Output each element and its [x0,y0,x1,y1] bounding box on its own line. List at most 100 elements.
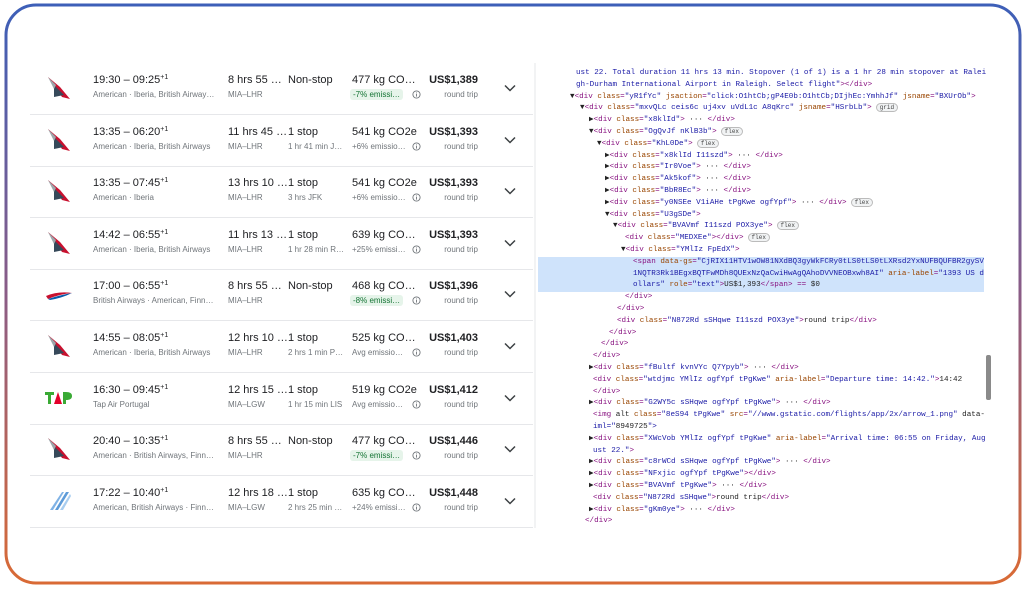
layout-badge[interactable]: flex [850,197,873,207]
expand-chevron[interactable] [503,391,517,405]
code-line[interactable]: ▶<div class="y0NSEe V1iAHe tPgKwe ogfYpf… [605,197,873,209]
code-line[interactable]: <div class="wtdjmc YMlIz ogfYpf tPgKwe" … [593,375,962,386]
airline-logo [46,292,72,301]
expand-chevron[interactable] [503,494,517,508]
code-line[interactable]: ▶<div class="Ak5kof"> ··· </div> [605,174,751,185]
code-text: iml="8949725"> [593,423,657,431]
code-text: </div> [609,328,637,337]
info-icon[interactable] [412,142,421,151]
info-icon[interactable] [412,503,421,512]
info-icon[interactable] [412,348,421,357]
code-line[interactable]: ▶<div class="BbR8Ec"> ··· </div> [605,186,751,197]
selected-node-highlight [538,257,984,292]
expand-chevron[interactable] [503,133,517,147]
stop-detail: 2 hrs 25 min … [288,502,343,512]
expand-chevron[interactable] [503,81,517,95]
code-line[interactable]: ▶<div class="fBultf kvnVYc Q7Ypyb"> ··· … [589,363,799,374]
code-line[interactable]: iml="8949725"> [593,422,657,433]
code-line[interactable]: <span data-gs="CjRIX11HTV1wOW81NXdBQ3gyW… [633,257,984,268]
code-text: ▶<div class="NFxjic ogfYpf tPgKwe"></div… [589,470,776,479]
code-line[interactable]: ▶<div class="BVAVmf tPgKwe"> ··· </div> [589,481,767,492]
layout-badge[interactable]: flex [747,233,770,243]
code-line[interactable]: ▶<div class="G2WY5c sSHqwe ogfYpf tPgKwe… [589,398,831,409]
emissions: 477 kg CO… [352,74,416,86]
code-line[interactable]: ollars" role="text">US$1,393</span> == $… [633,280,820,291]
flight-row[interactable]: 14:42 – 06:55+1 American · Iberia, Britis… [30,218,533,270]
code-line[interactable]: </div> [593,387,620,398]
flight-row[interactable]: 17:22 – 10:40+1 American, British Airways… [30,476,533,528]
code-line[interactable]: ▶<div class="Ir0Voe"> ··· </div> [605,162,751,173]
expand-chevron[interactable] [503,236,517,250]
code-line[interactable]: ▼<div class="YMlIz FpEdX"> [621,245,740,256]
code-line[interactable]: ▼<div class="mxvQLc ceis6c uj4xv uVdL1c … [580,103,899,114]
flight-row[interactable]: 14:55 – 08:05+1 American · Iberia, Britis… [30,321,533,373]
times: 17:22 – 10:40 [93,486,161,499]
layout-badge[interactable]: flex [720,127,744,136]
code-line[interactable]: ▶<div class="c8rWCd sSHqwe ogfYpf tPgKwe… [589,457,831,468]
flight-row[interactable]: 16:30 – 09:45+1 Tap Air Portugal 12 hrs 15… [30,373,533,425]
code-line[interactable]: gh-Durham International Airport in Ralei… [576,80,872,91]
code-text: ▶<div class="BbR8Ec"> ··· </div> [605,187,751,195]
flight-row[interactable]: 20:40 – 10:35+1 American · British Airway… [30,424,533,477]
next-day: +1 [160,74,169,81]
duration: 12 hrs 18 … [228,486,288,499]
flight-row[interactable]: 17:00 – 06:55+1 British Airways · America… [30,269,533,322]
duration: 8 hrs 55 … [228,280,282,293]
code-line[interactable]: ▶<div class="XWcVob YMlIz ogfYpf tPgKwe"… [589,434,986,445]
trip-type: round trip [444,193,478,203]
layout-badge[interactable]: grid [875,103,899,113]
code-line[interactable]: ▼<div class="U3gSDe"> [605,210,701,221]
code-line[interactable]: </div> [601,339,628,350]
trip-type: round trip [444,90,478,99]
layout-badge[interactable]: flex [696,138,720,148]
code-line[interactable]: ▶<div class="x8klId I11szd"> ··· </div> [605,151,783,162]
expand-chevron[interactable] [503,442,517,456]
route: MIA–LHR [228,90,263,99]
code-line[interactable]: ▼<div class="yR1fYc" jsaction="click:O1h… [570,92,976,103]
code-text: ▶<div class="BVAVmf tPgKwe"> ··· </div> [589,482,767,490]
code-line[interactable]: </div> [625,292,652,303]
flight-row[interactable]: 19:30 – 09:25+1 American · Iberia, Britis… [30,63,533,115]
code-line[interactable]: <div class="N872Rd sSHqwe">round trip</d… [593,493,789,504]
code-line[interactable]: </div> [593,351,620,362]
expand-chevron[interactable] [503,184,517,198]
code-line[interactable]: ▶<div class="NFxjic ogfYpf tPgKwe"></div… [589,469,776,480]
code-line[interactable]: ▼<div class="OgQvJf nKlB3b"> flex [589,127,744,138]
code-line[interactable]: ▼<div class="BVAVmf I11szd POX3ye"> flex [613,221,799,232]
expand-chevron[interactable] [503,287,517,301]
code-line[interactable]: 1NQTR3Rk1BEgxBQTFwMDh8QUExNzQaCwiHwAgQAh… [633,269,984,280]
times: 13:35 – 06:20 [93,125,161,138]
expand-chevron[interactable] [503,339,517,353]
stop-detail: 1 hr 28 min R… [288,244,345,254]
code-line[interactable]: ▶<div class="gKm0ye"> ··· </div> [589,505,735,516]
code-line[interactable]: <div class="N872Rd sSHqwe I11szd POX3ye"… [617,316,877,327]
code-text: ▼<div class="KhL0De"> [597,139,693,148]
info-icon[interactable] [412,296,421,305]
code-line[interactable]: <div class="MEDXEe"></div> flex [625,233,770,244]
flight-row[interactable]: 13:35 – 06:20+1 American · Iberia, Britis… [30,115,533,167]
route: MIA–LHR [228,348,263,357]
emissions: 477 kg CO… [352,435,416,448]
airline-logo [48,438,70,461]
code-line[interactable]: </div> [585,516,612,527]
code-line[interactable]: ▶<div class="x8klId"> ··· </div> [589,115,735,126]
code-line[interactable]: ust 22."> [593,446,634,457]
flight-row[interactable]: 13:35 – 07:45+1 American · Iberia 13 hrs 1… [30,166,533,219]
code-line[interactable]: ust 22. Total duration 11 hrs 13 min. St… [576,68,986,79]
code-line[interactable]: <img alt class="8eS94 tPgKwe" src="//www… [593,410,985,421]
layout-badge[interactable]: flex [776,221,799,231]
code-text: ▶<div class="x8klId I11szd"> ··· </div> [605,151,783,160]
code-line[interactable]: </div> [609,328,636,339]
duration: 11 hrs 13 … [228,228,288,241]
info-icon[interactable] [412,90,421,99]
info-icon[interactable] [412,193,421,202]
code-line[interactable]: </div> [617,304,644,315]
code-text: <div class="N872Rd sSHqwe">round trip</d… [593,493,789,502]
info-icon[interactable] [412,245,421,254]
code-line[interactable]: ▼<div class="KhL0De"> flex [597,138,720,150]
emissions: 541 kg CO2e [352,125,417,138]
info-icon[interactable] [412,400,421,409]
route: MIA–LHR [228,244,263,254]
stops: 1 stop [288,383,318,396]
info-icon[interactable] [412,451,421,460]
